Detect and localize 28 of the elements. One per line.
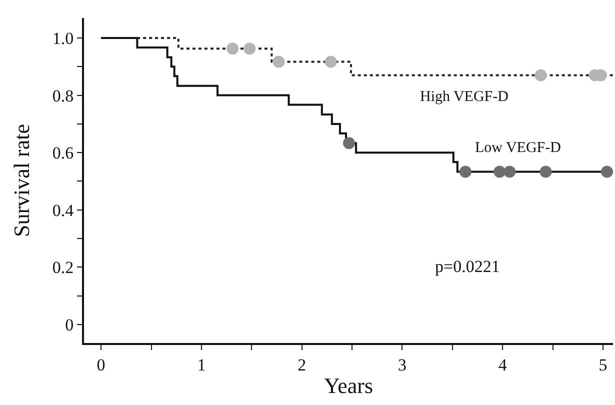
annotation: p=0.0221	[435, 257, 500, 276]
point	[244, 42, 256, 55]
y-tick-label: 1.0	[52, 28, 74, 48]
x-tick-label: 2	[298, 355, 306, 374]
series-label: High VEGF-D	[420, 89, 509, 105]
y-tick-label: 0.4	[52, 200, 74, 220]
y-tick-label: 0.8	[52, 86, 74, 106]
point	[343, 137, 355, 150]
x-tick-label: 5	[598, 355, 608, 374]
x-tick-label: 4	[498, 355, 508, 374]
x-tick-label: 1	[197, 355, 206, 374]
y-tick-label: 0.6	[52, 144, 74, 163]
y-tick-label: 0	[65, 315, 74, 334]
x-tick-label: 3	[398, 355, 406, 374]
x-axis-title: Years	[324, 372, 374, 398]
point	[600, 166, 613, 178]
y-axis-title: Survival rate	[9, 124, 34, 238]
point	[534, 69, 547, 82]
point	[324, 56, 337, 68]
point	[504, 166, 516, 178]
point	[226, 42, 239, 55]
point	[540, 166, 552, 178]
series-label: Low VEGF-D	[475, 140, 562, 156]
x-tick-label: 0	[96, 355, 106, 374]
point	[272, 56, 285, 68]
y-tick-label: 0.2	[52, 258, 74, 278]
point	[459, 166, 472, 178]
point	[494, 166, 506, 178]
